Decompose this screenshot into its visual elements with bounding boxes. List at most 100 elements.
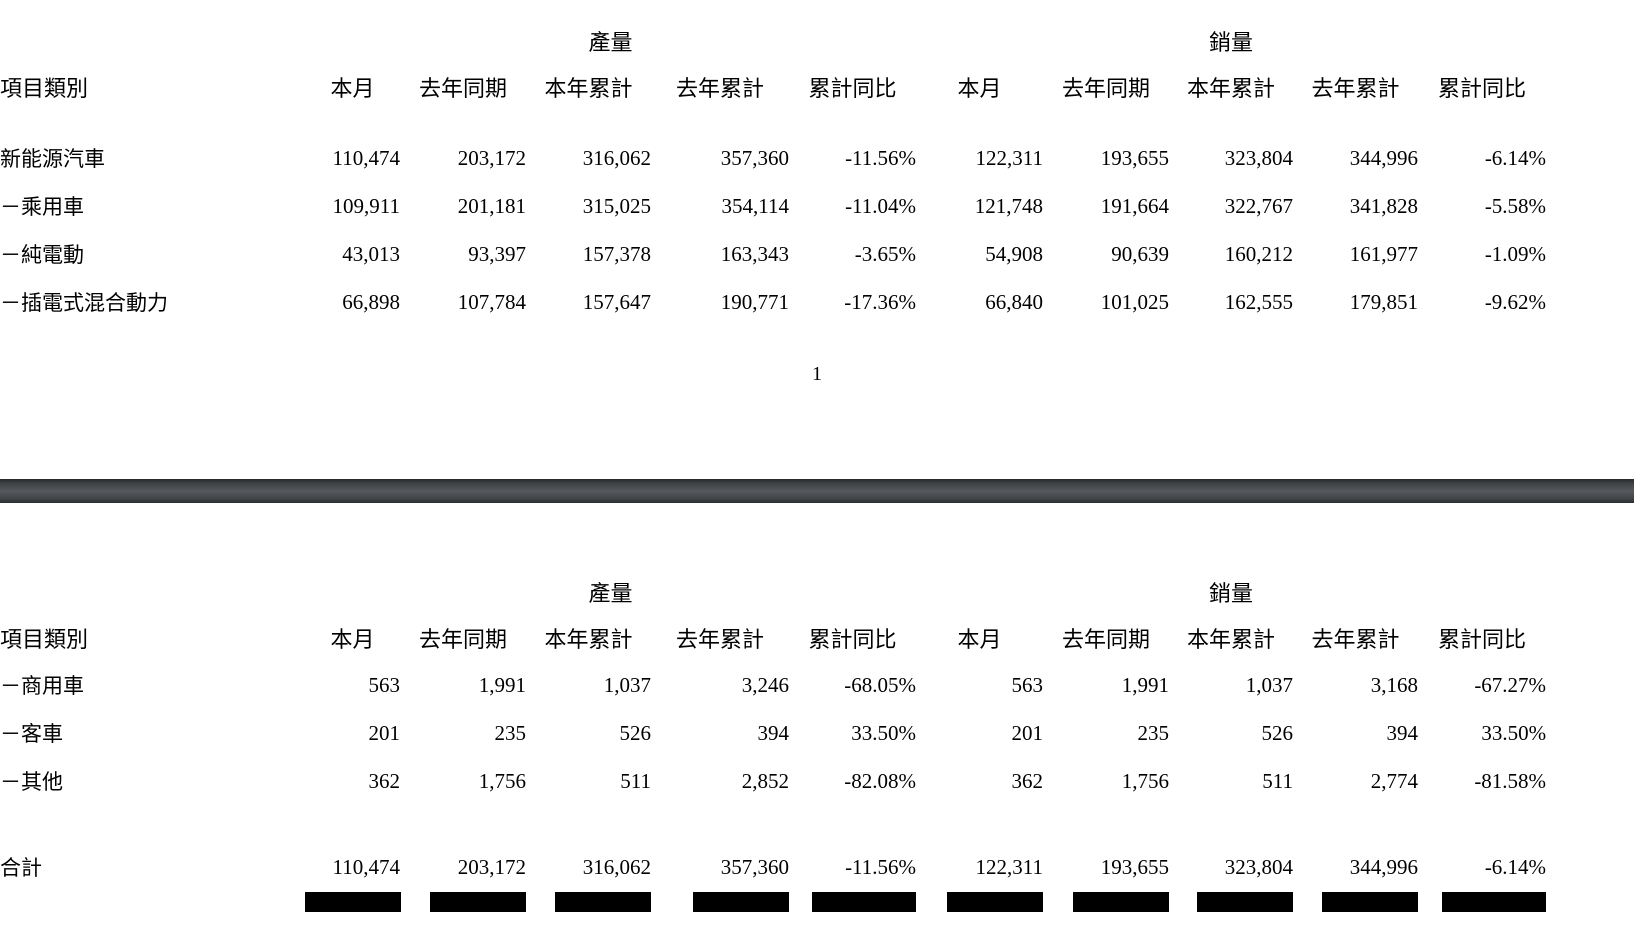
table-row-bus: －客車 201 235 526 394 33.50% 201 235 526 3…	[0, 709, 1546, 757]
cell-value: 201	[368, 720, 401, 745]
cell-value: 362	[1011, 768, 1044, 793]
cell-value: -17.36%	[844, 289, 917, 314]
cell-value: 526	[1261, 720, 1294, 745]
cell-value: 122,311	[975, 854, 1044, 879]
total-underline-row	[0, 891, 1547, 917]
row-label: －客車	[0, 722, 63, 746]
cell-value: 54,908	[985, 241, 1044, 266]
cell-value: -5.58%	[1484, 193, 1547, 218]
cell-value: 110,474	[332, 145, 400, 170]
cell-value: 160,212	[1224, 241, 1294, 266]
column-header-same-period-last-year: 去年同期	[418, 76, 507, 101]
column-header-yoy-change: 累計同比	[1438, 627, 1527, 652]
cell-value: 511	[1262, 768, 1294, 793]
cell-value: 43,013	[342, 241, 400, 266]
column-header-yoy-change: 累計同比	[1438, 76, 1527, 101]
cell-value: 563	[368, 672, 401, 697]
cell-value: 235	[494, 720, 527, 745]
cell-value: -67.27%	[1474, 672, 1547, 697]
cell-value: -3.65%	[854, 241, 917, 266]
page-divider	[0, 479, 1634, 503]
column-header-current-month: 本月	[330, 76, 375, 101]
document-page-2: 產量 銷量 項目類別 本月 去年同期 本年累計 去年累計 累計同比 本月 去年同…	[0, 503, 1634, 917]
double-rule	[526, 891, 651, 917]
table-row-commercial: －商用車 563 1,991 1,037 3,246 -68.05% 563 1…	[0, 661, 1546, 709]
cell-value: 157,647	[582, 289, 651, 314]
cell-value: 162,555	[1224, 289, 1294, 314]
cell-value: -9.62%	[1484, 289, 1547, 314]
cell-value: 3,168	[1370, 672, 1419, 697]
cell-value: 193,655	[1100, 854, 1170, 879]
cell-value: 193,655	[1100, 145, 1170, 170]
row-label: 新能源汽車	[0, 147, 105, 171]
row-label: －乘用車	[0, 195, 84, 219]
row-label: －其他	[0, 770, 63, 794]
column-header-ytd: 本年累計	[1187, 76, 1276, 101]
column-header-ytd: 本年累計	[544, 76, 633, 101]
double-rule	[1169, 891, 1294, 917]
group-header-sales: 銷量	[1209, 30, 1254, 55]
cell-value: -6.14%	[1484, 854, 1547, 879]
column-header-last-year-ytd: 去年累計	[1311, 627, 1400, 652]
cell-value: 201	[1011, 720, 1044, 745]
column-header-current-month: 本月	[957, 76, 1002, 101]
column-header-ytd: 本年累計	[544, 627, 633, 652]
column-header-current-month: 本月	[330, 627, 375, 652]
cell-value: 122,311	[975, 145, 1044, 170]
cell-value: 203,172	[457, 854, 526, 879]
cell-value: 1,037	[603, 672, 651, 697]
cell-value: -81.58%	[1474, 768, 1547, 793]
cell-value: 1,991	[1121, 672, 1170, 697]
cell-value: 394	[757, 720, 790, 745]
column-header-row: 項目類別 本月 去年同期 本年累計 去年累計 累計同比 本月 去年同期 本年累計…	[0, 615, 1546, 661]
table-row-total: 合計 110,474 203,172 316,062 357,360 -11.5…	[0, 843, 1546, 891]
total-row-label: 合計	[0, 856, 42, 880]
cell-value: 33.50%	[1481, 720, 1547, 745]
column-header-yoy-change: 累計同比	[808, 627, 897, 652]
group-header-spacer	[0, 18, 305, 64]
cell-value: -6.14%	[1484, 145, 1547, 170]
double-rule	[1293, 891, 1419, 917]
double-rule	[305, 891, 401, 917]
cell-value: 323,804	[1224, 145, 1294, 170]
cell-value: 3,246	[741, 672, 789, 697]
column-header-same-period-last-year: 去年同期	[1062, 627, 1151, 652]
double-rule	[789, 891, 917, 917]
page-number: 1	[812, 363, 822, 385]
cell-value: 563	[1011, 672, 1044, 697]
column-header-last-year-ytd: 去年累計	[675, 76, 764, 101]
cell-value: 322,767	[1224, 193, 1294, 218]
table-row-phev: －插電式混合動力 66,898 107,784 157,647 190,771 …	[0, 278, 1546, 326]
cell-value: 110,474	[332, 854, 400, 879]
column-header-last-year-ytd: 去年累計	[1311, 76, 1400, 101]
row-label: －商用車	[0, 674, 84, 698]
cell-value: 235	[1137, 720, 1170, 745]
spacer-row	[0, 805, 1546, 843]
column-header-category: 項目類別	[0, 76, 89, 101]
cell-value: 394	[1386, 720, 1419, 745]
cell-value: 316,062	[582, 854, 651, 879]
table-row-other: －其他 362 1,756 511 2,852 -82.08% 362 1,75…	[0, 757, 1546, 805]
spacer-row	[0, 110, 1546, 134]
cell-value: 316,062	[582, 145, 651, 170]
group-header-production: 產量	[588, 581, 633, 606]
cell-value: 161,977	[1349, 241, 1419, 266]
double-rule	[400, 891, 526, 917]
cell-value: 315,025	[582, 193, 651, 218]
column-header-category: 項目類別	[0, 627, 89, 652]
column-header-same-period-last-year: 去年同期	[1062, 76, 1151, 101]
cell-value: 1,037	[1245, 672, 1294, 697]
double-rule	[916, 891, 1044, 917]
row-label: －純電動	[0, 243, 84, 267]
cell-value: 2,852	[741, 768, 789, 793]
cell-value: 362	[368, 768, 401, 793]
cell-value: 1,756	[478, 768, 526, 793]
cell-value: 66,840	[985, 289, 1044, 314]
spacer-cell	[0, 891, 305, 917]
cell-value: 1,756	[1121, 768, 1170, 793]
cell-value: -11.56%	[845, 854, 917, 879]
cell-value: -68.05%	[844, 672, 917, 697]
double-rule	[1418, 891, 1547, 917]
cell-value: 203,172	[457, 145, 526, 170]
cell-value: -11.56%	[845, 145, 917, 170]
